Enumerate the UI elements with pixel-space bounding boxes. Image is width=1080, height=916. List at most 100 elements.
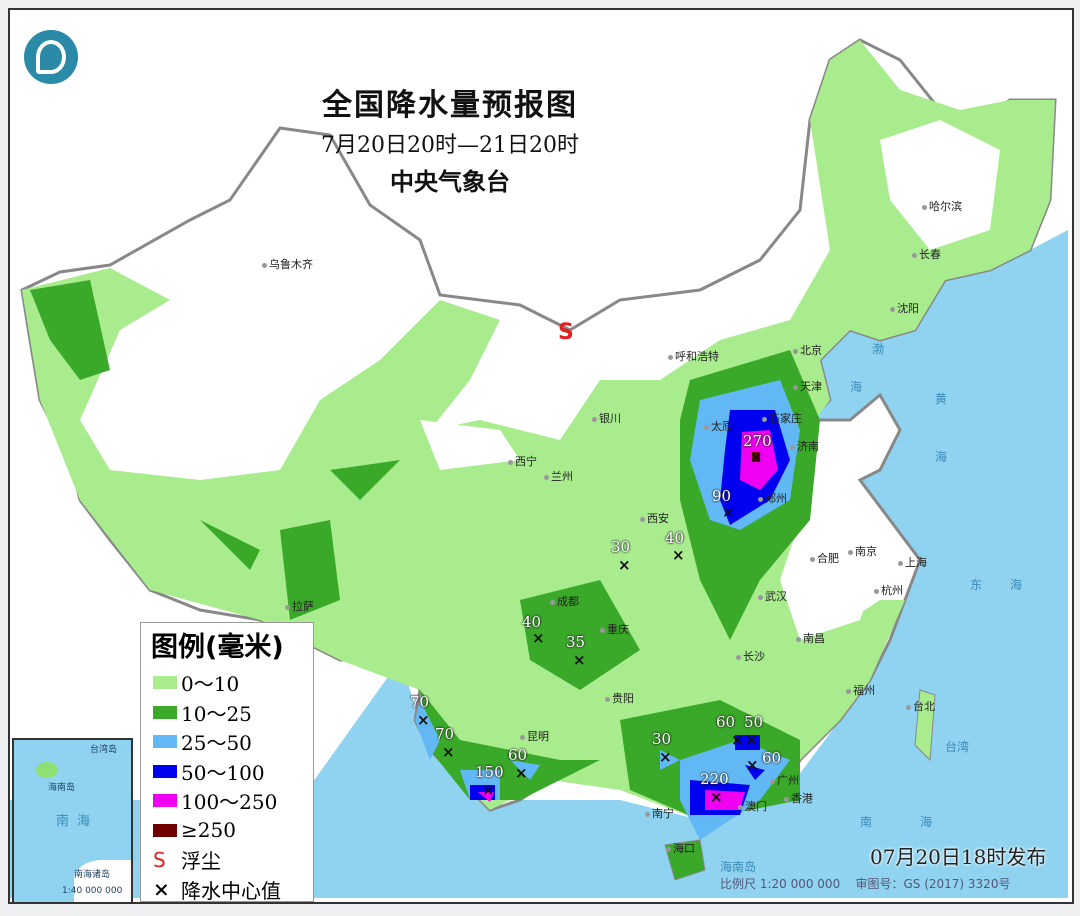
sea-label: 海南岛 — [720, 860, 757, 874]
city-name: 西宁 — [515, 455, 537, 468]
map-approval-number: 审图号：GS (2017) 3320号 — [855, 877, 1011, 891]
city-label: 郑州 — [758, 492, 787, 505]
city-dot-icon — [793, 348, 798, 354]
legend-label: 100～250 — [181, 790, 278, 815]
rain-25-50 — [415, 380, 800, 840]
precip-center-value: 30 — [652, 730, 672, 748]
city-name: 杭州 — [881, 584, 903, 597]
legend-item: 50～100 — [141, 757, 313, 787]
legend-item: 100～250 — [141, 786, 313, 816]
precip-center-marker-icon: × — [532, 629, 545, 647]
city-name: 济南 — [797, 440, 819, 453]
city-label: 太原 — [704, 420, 733, 433]
precip-center-marker-icon: × — [672, 546, 685, 564]
sea-label: 海 — [935, 450, 948, 464]
city-dot-icon — [793, 384, 798, 390]
city-dot-icon — [922, 204, 927, 210]
inset-label: 南海 — [56, 814, 99, 829]
hainan — [664, 839, 706, 881]
precip-center-value: 40 — [522, 613, 542, 631]
precip-center-marker-icon: × — [573, 651, 586, 669]
rain-250-plus — [752, 452, 760, 462]
legend-swatch — [153, 735, 177, 749]
legend-item: 25～50 — [141, 727, 313, 757]
city-dot-icon — [758, 496, 763, 502]
city-dot-icon — [508, 459, 513, 465]
city-label: 贵阳 — [605, 692, 634, 705]
precip-center-value: 60 — [762, 749, 782, 767]
legend-swatch — [153, 676, 177, 690]
city-dot-icon — [600, 627, 605, 633]
city-label: 海口 — [666, 842, 695, 855]
city-name: 南昌 — [803, 632, 825, 645]
legend-label: 降水中心值 — [181, 878, 281, 903]
sea-label: 东 — [970, 578, 983, 592]
city-name: 台北 — [913, 700, 935, 713]
city-label: 哈尔滨 — [922, 200, 962, 213]
city-dot-icon — [285, 604, 290, 610]
city-dot-icon — [898, 560, 903, 566]
city-name: 呼和浩特 — [675, 350, 719, 363]
city-label: 杭州 — [874, 584, 903, 597]
city-dot-icon — [704, 424, 709, 430]
sea-label: 南 — [860, 815, 873, 829]
precip-center-marker-icon: × — [515, 764, 528, 782]
dust-symbol: S — [153, 847, 166, 872]
precip-center-marker-icon: × — [659, 748, 672, 766]
city-dot-icon — [550, 599, 555, 605]
forecast-period: 7月20日20时—21日20时 — [321, 133, 579, 158]
city-dot-icon — [645, 811, 650, 817]
city-name: 太原 — [711, 420, 733, 433]
city-dot-icon — [848, 549, 853, 555]
legend-item: 0～10 — [141, 668, 313, 698]
city-name: 广州 — [777, 774, 799, 787]
sea-label: 黄 — [935, 392, 948, 406]
city-dot-icon — [758, 594, 763, 600]
dry-north — [420, 120, 1000, 640]
legend-item-dust: S 浮尘 — [141, 845, 313, 875]
city-name: 贵阳 — [612, 692, 634, 705]
city-label: 上海 — [898, 556, 927, 569]
legend-label: 50～100 — [181, 760, 265, 785]
precip-center-marker-icon: × — [417, 711, 430, 729]
city-name: 银川 — [599, 412, 621, 425]
city-name: 哈尔滨 — [929, 200, 962, 213]
city-name: 合肥 — [817, 552, 839, 565]
map-scale: 比例尺 1:20 000 000 — [720, 877, 841, 891]
city-dot-icon — [544, 474, 549, 480]
legend-label: 10～25 — [181, 701, 252, 726]
city-name: 昆明 — [527, 730, 549, 743]
city-name: 福州 — [853, 684, 875, 697]
publish-time: 07月20日18时发布 — [870, 845, 1047, 869]
city-label: 长春 — [912, 248, 941, 261]
city-dot-icon — [605, 696, 610, 702]
sea-label: 海 — [920, 815, 933, 829]
city-dot-icon — [912, 252, 917, 258]
cma-logo — [24, 30, 78, 84]
city-label: 济南 — [790, 440, 819, 453]
inset-scale: 1:40 000 000 — [62, 886, 123, 896]
precip-center-marker-icon: × — [442, 743, 455, 761]
legend-item: 10～25 — [141, 698, 313, 728]
city-dot-icon — [520, 734, 525, 740]
city-label: 银川 — [592, 412, 621, 425]
issuer: 中央气象台 — [390, 168, 510, 196]
city-label: 南京 — [848, 545, 877, 558]
precip-center-marker-icon: × — [710, 788, 723, 806]
south-china-sea-inset: 台湾岛 海南岛 南海 南海诸岛 1:40 000 000 — [12, 738, 133, 904]
city-name: 香港 — [791, 792, 813, 805]
precip-center-value: 50 — [744, 713, 764, 731]
legend-item: ≥250 — [141, 816, 313, 846]
inset-hainan — [36, 762, 58, 778]
precip-center-value: 60 — [508, 746, 528, 764]
city-label: 广州 — [770, 774, 799, 787]
city-label: 拉萨 — [285, 600, 314, 613]
precip-center-value: 70 — [435, 725, 455, 743]
city-name: 重庆 — [607, 623, 629, 636]
city-dot-icon — [738, 804, 743, 810]
city-dot-icon — [810, 556, 815, 562]
city-dot-icon — [668, 354, 673, 360]
inset-label: 台湾岛 — [90, 745, 118, 755]
city-name: 武汉 — [765, 590, 787, 603]
